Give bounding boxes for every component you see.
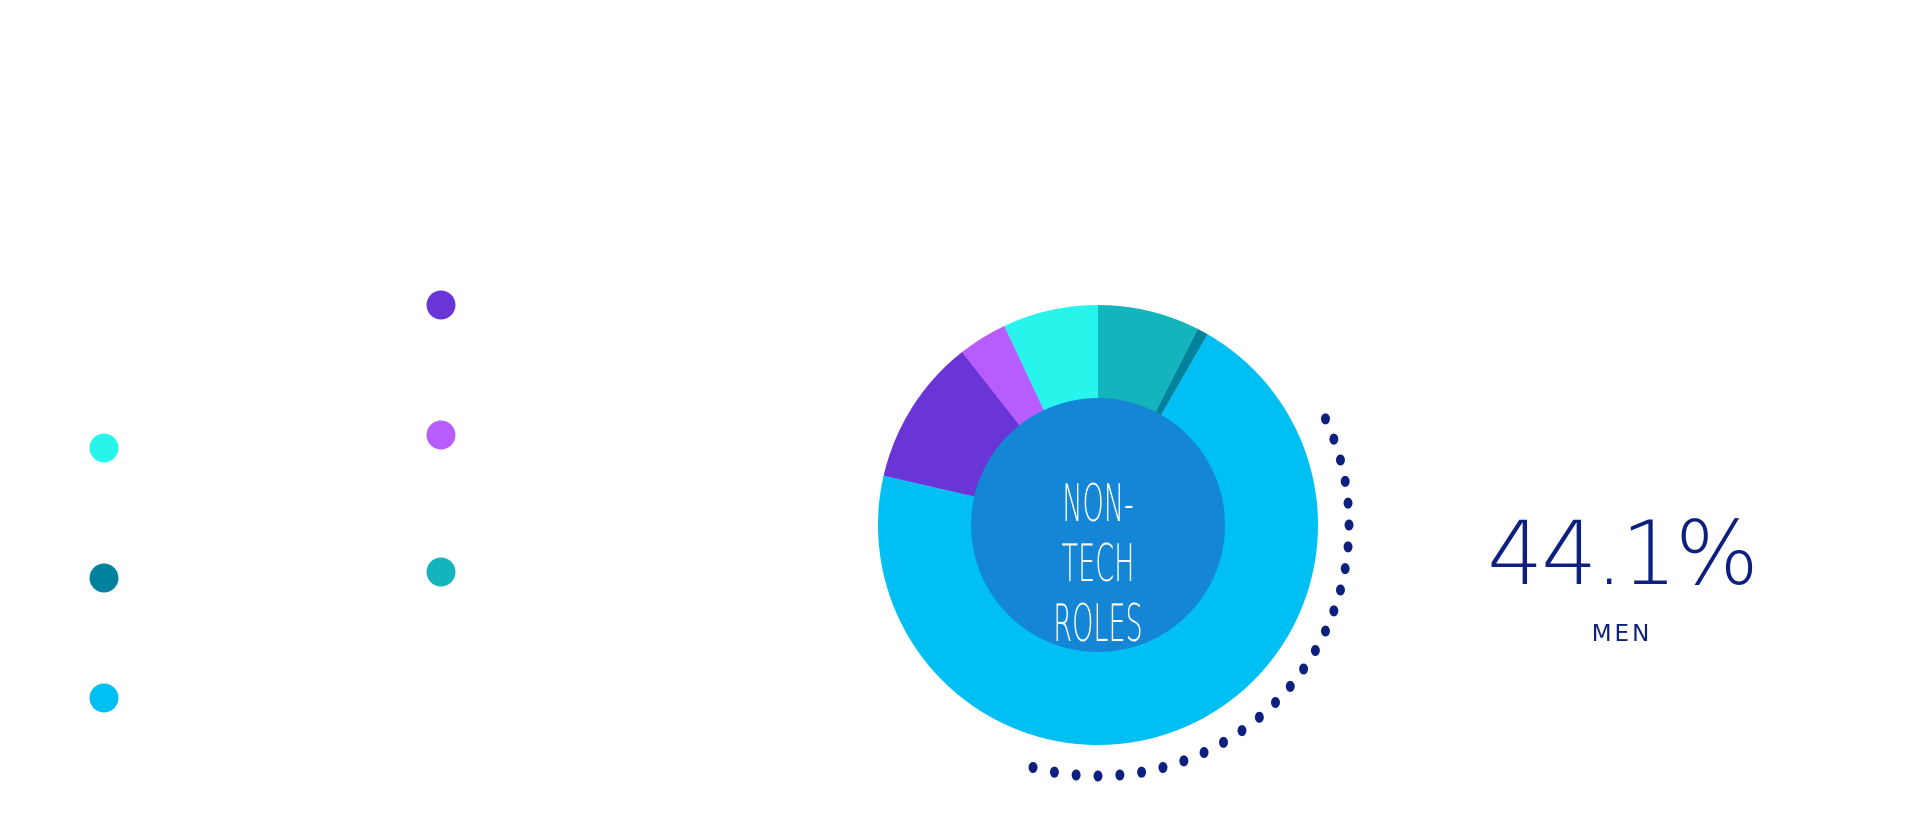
dotted-arc-dot [1285,680,1295,692]
dotted-arc-dot [1340,563,1350,575]
dotted-arc-dot [1335,454,1345,466]
legend-dot-purple [426,290,456,320]
dotted-arc-dot [1329,433,1339,445]
dotted-arc-dot [1299,663,1309,675]
dotted-arc-dot [1028,761,1038,773]
dotted-arc-dot [1254,711,1264,723]
dotted-arc-dot [1329,605,1339,617]
dotted-arc-dot [1320,625,1330,637]
dotted-arc-dot [1115,769,1125,781]
donut-inner-circle [971,398,1225,652]
legend-dot-teal [426,557,456,587]
dotted-arc-dot [1335,584,1345,596]
dotted-arc-dot [1179,755,1189,767]
dotted-arc-dot [1137,766,1147,778]
dotted-arc-dot [1237,725,1247,737]
dotted-arc-dot [1320,413,1330,425]
dotted-arc-dot [1343,497,1353,509]
legend-dot-light-blue [89,683,119,713]
dotted-arc-dot [1049,766,1059,778]
dotted-arc-dot [1093,770,1103,782]
dotted-arc-dot [1071,769,1081,781]
legend-dot-violet [426,420,456,450]
dotted-arc-dot [1310,645,1320,656]
legend-dot-dark-teal [89,563,119,593]
dotted-arc-dot [1158,761,1168,773]
legend-dot-cyan [89,433,119,463]
men-label: MEN [1591,621,1653,647]
donut-center-label: NON-TECH ROLES [1053,474,1143,654]
dotted-arc-dot [1270,696,1280,708]
dotted-arc-dot [1344,519,1354,531]
dotted-arc-dot [1219,736,1228,748]
dotted-arc-dot [1199,746,1209,758]
dotted-arc-dot [1343,541,1353,553]
dotted-arc-dot [1340,475,1350,487]
men-percentage: 44.1% [1487,502,1759,605]
